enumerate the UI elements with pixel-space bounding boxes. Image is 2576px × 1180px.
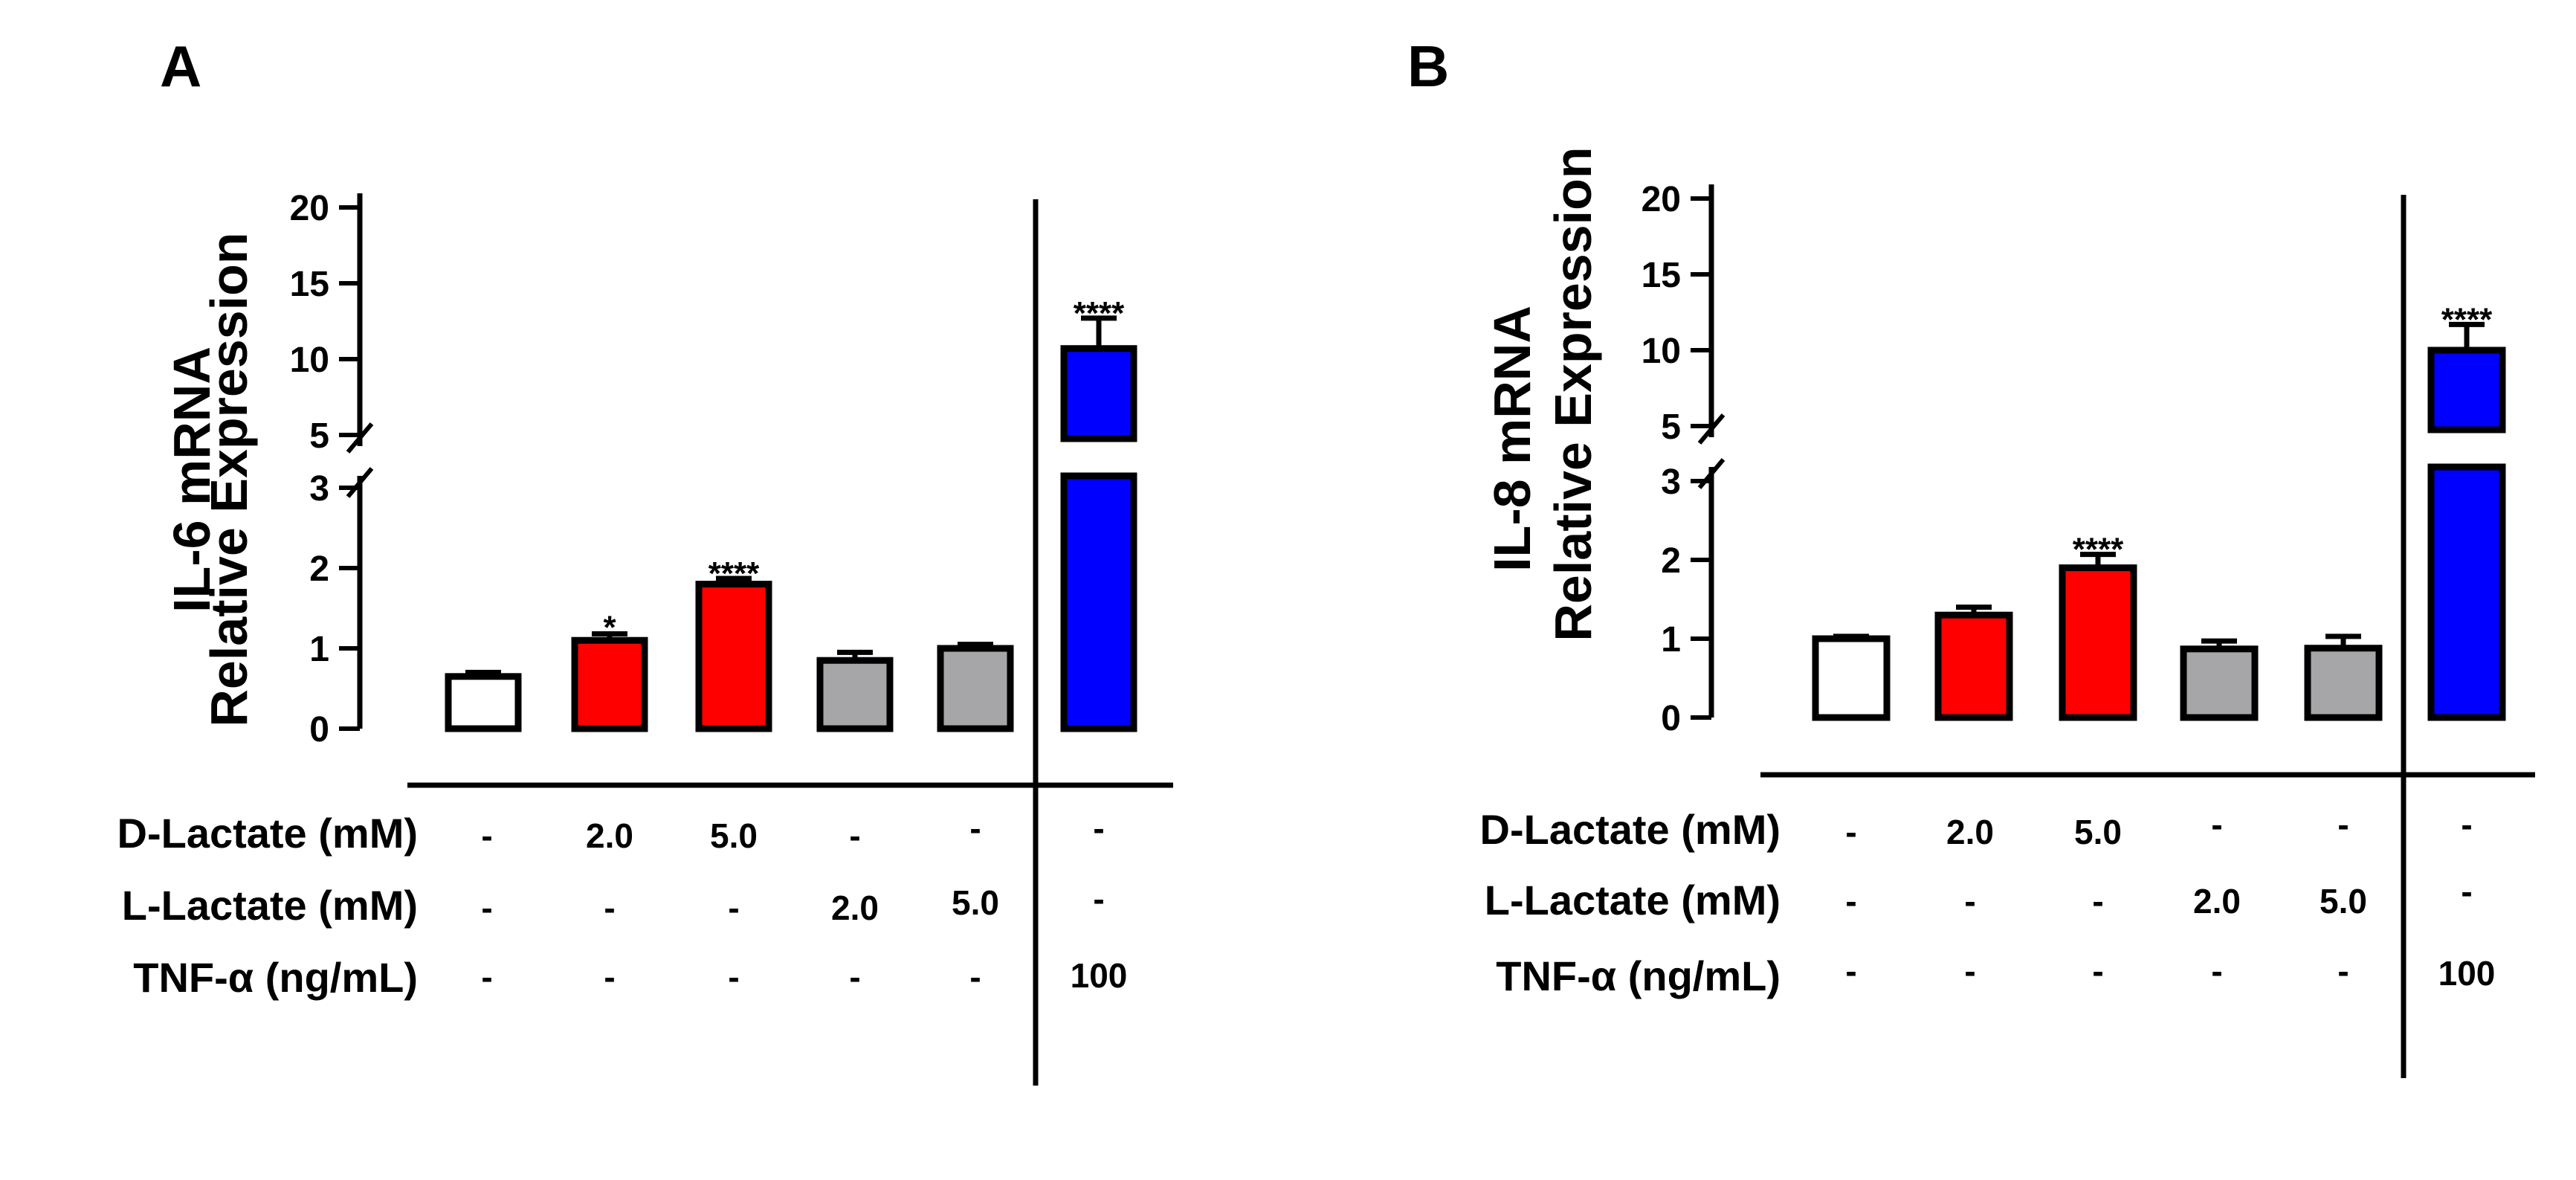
panel-b-tick-label: 5 bbox=[1661, 407, 1681, 447]
panel-a-bar bbox=[571, 636, 648, 732]
panel-b-cell: - bbox=[2461, 872, 2472, 911]
panel-b-tick-label: 0 bbox=[1661, 699, 1681, 738]
panel-a-bar bbox=[937, 645, 1014, 732]
panel-b-cell: - bbox=[2092, 952, 2103, 990]
panel-b-sig-label: **** bbox=[2073, 532, 2124, 568]
panel-a-cell: - bbox=[1093, 880, 1104, 918]
panel-b-bar bbox=[1934, 611, 2013, 721]
panel-b-tick-label: 2 bbox=[1661, 541, 1681, 581]
panel-b-tick-label: 1 bbox=[1661, 620, 1681, 660]
panel-b-ylabel-line2: Relative Expression bbox=[1544, 146, 1602, 641]
panel-a-cell: - bbox=[849, 958, 860, 996]
panel-b-cell: - bbox=[1845, 813, 1856, 851]
panel-b-bar bbox=[2304, 645, 2383, 721]
panel-b-row-label: TNF-α (ng/mL) bbox=[1496, 952, 1781, 999]
panel-b-tick-label: 20 bbox=[1642, 180, 1681, 219]
panel-b-bar bbox=[2180, 645, 2259, 721]
panel-b-ticks: 20 15 10 5 3 2 1 0 bbox=[1642, 180, 1711, 738]
panel-a-cell: 100 bbox=[1071, 956, 1128, 995]
panel-a-cell: - bbox=[481, 816, 492, 855]
panel-b-row-label: D-Lactate (mM) bbox=[1480, 806, 1781, 853]
panel-a-row-label: D-Lactate (mM) bbox=[117, 810, 418, 857]
panel-b-cell: - bbox=[2461, 805, 2472, 844]
panel-a-cell: - bbox=[1093, 809, 1104, 848]
panel-b-bar bbox=[1812, 635, 1891, 721]
panel-a-axis-break bbox=[346, 467, 374, 498]
panel-a-sig-label: **** bbox=[708, 555, 760, 592]
panel-b-condition-table: D-Lactate (mM) L-Lactate (mM) TNF-α (ng/… bbox=[1480, 805, 2496, 999]
panel-a-cell: - bbox=[969, 958, 981, 996]
panel-b-letter: B bbox=[1407, 33, 1449, 99]
panel-a-row-label: TNF-α (ng/mL) bbox=[133, 954, 418, 1001]
panel-b-cell: - bbox=[1964, 882, 1975, 921]
panel-a-tick-label: 2 bbox=[309, 549, 329, 589]
panel-b-bars bbox=[1812, 321, 2506, 721]
panel-a-tick-label: 10 bbox=[290, 341, 329, 380]
panel-b-cell: - bbox=[1845, 882, 1856, 921]
panel-a-y-axis bbox=[346, 193, 374, 729]
panel-a-tick-label: 0 bbox=[309, 710, 329, 749]
panel-b-ylabel-line1: IL-8 mRNA bbox=[1483, 306, 1541, 572]
panel-a-cell: - bbox=[604, 958, 615, 996]
panel-b-bar-upper bbox=[2427, 346, 2506, 433]
panel-b-sig-label: **** bbox=[2441, 301, 2493, 338]
panel-a-ticks: 20 15 10 5 3 2 1 0 bbox=[290, 189, 360, 749]
panel-b-cell: - bbox=[2211, 805, 2222, 844]
panel-a-tick-label: 5 bbox=[309, 416, 329, 456]
panel-b-cell: 2.0 bbox=[1946, 813, 1994, 851]
panel-b-tick-label: 10 bbox=[1642, 332, 1681, 371]
panel-a-tick-label: 15 bbox=[290, 265, 329, 304]
panel-a-tick-label: 20 bbox=[290, 189, 329, 228]
panel-a-bar bbox=[1060, 472, 1137, 732]
panel-a-cell: - bbox=[481, 889, 492, 927]
panel-b-tick-label: 3 bbox=[1661, 462, 1681, 502]
panel-a-cell: - bbox=[969, 809, 981, 848]
panel-b-cell: - bbox=[1964, 952, 1975, 990]
panel-a-cell: 2.0 bbox=[831, 889, 879, 927]
panel-b-tick-label: 15 bbox=[1642, 256, 1681, 295]
panel-a-cell: 5.0 bbox=[710, 816, 758, 855]
panel-b-bar bbox=[2427, 463, 2506, 721]
panel-a-bar-upper bbox=[1060, 345, 1137, 442]
panel-a-axis-break bbox=[346, 422, 374, 454]
panel-a-cell: - bbox=[604, 889, 615, 927]
panel-a-condition-table: D-Lactate (mM) L-Lactate (mM) TNF-α (ng/… bbox=[117, 809, 1128, 1001]
panel-b-cell: 5.0 bbox=[2320, 882, 2367, 921]
panel-b-cell: 100 bbox=[2438, 954, 2496, 993]
panel-a-bars bbox=[445, 315, 1137, 732]
panel-a-significance: * **** **** bbox=[603, 295, 1125, 646]
panel-b-row-label: L-Lactate (mM) bbox=[1485, 877, 1781, 923]
panel-a-cell: - bbox=[481, 958, 492, 996]
panel-b-cell: - bbox=[2337, 805, 2349, 844]
panel-b-bar bbox=[2059, 564, 2137, 721]
panel-a-tick-label: 3 bbox=[309, 469, 329, 509]
panel-a-row-label: L-Lactate (mM) bbox=[122, 882, 418, 929]
panel-a-ylabel-line2: Relative Expression bbox=[200, 232, 258, 726]
panel-a-cell: - bbox=[728, 958, 739, 996]
panel-a-sig-label: * bbox=[603, 610, 616, 646]
panel-a-cell: - bbox=[849, 816, 860, 855]
panel-b-cell: - bbox=[2092, 882, 2103, 921]
panel-b-cell: - bbox=[2337, 952, 2349, 990]
panel-a-cell: 2.0 bbox=[586, 816, 633, 855]
panel-a-bar bbox=[445, 673, 522, 732]
panel-a-letter: A bbox=[160, 33, 201, 99]
panel-a-cell: 5.0 bbox=[952, 883, 999, 922]
panel-b-axis-break bbox=[1697, 413, 1726, 445]
panel-a-bar bbox=[695, 581, 772, 732]
panel-a-tick-label: 1 bbox=[309, 630, 329, 669]
panel-a-ylabel-line1: IL-6 mRNA bbox=[163, 346, 221, 613]
panel-b: B IL-8 mRNA Relative Expression 20 15 10… bbox=[1407, 33, 2535, 1078]
panel-b-significance: **** **** bbox=[2073, 301, 2493, 567]
panel-a: A IL-6 mRNA Relative Expression 20 15 10… bbox=[117, 33, 1173, 1086]
panel-b-cell: - bbox=[2211, 952, 2222, 990]
panel-a-sig-label: **** bbox=[1074, 295, 1125, 332]
panel-a-cell: - bbox=[728, 889, 739, 927]
panel-a-bar bbox=[816, 657, 894, 732]
panel-b-cell: - bbox=[1845, 952, 1856, 990]
panel-b-cell: 5.0 bbox=[2074, 813, 2122, 851]
panel-b-cell: 2.0 bbox=[2193, 882, 2241, 921]
